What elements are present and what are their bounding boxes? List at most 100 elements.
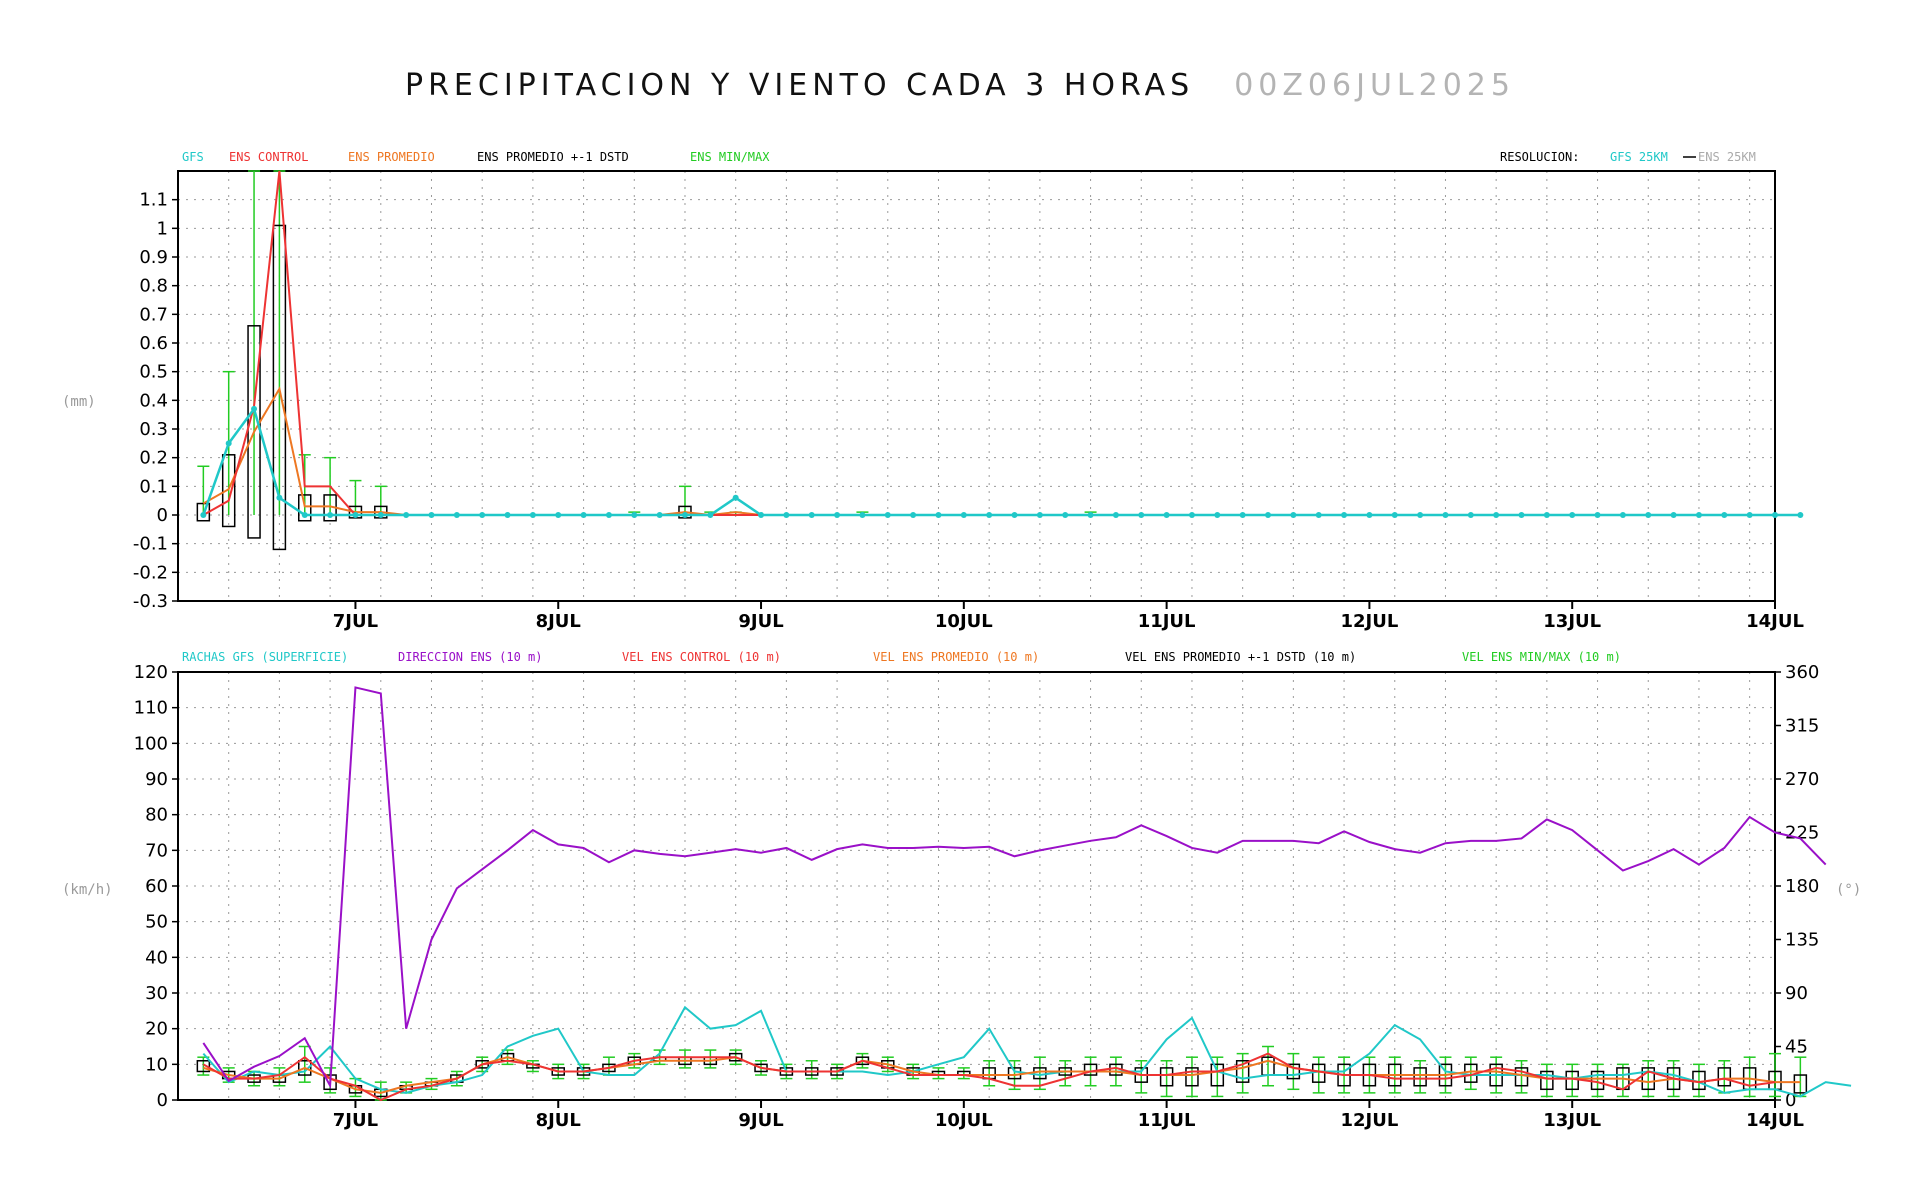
gfs-point bbox=[1163, 512, 1170, 518]
bottom-legend: RACHAS GFS (SUPERFICIE) DIRECCION ENS (1… bbox=[182, 650, 1621, 664]
gfs-point bbox=[1493, 512, 1500, 518]
y2-tick-label: 0 bbox=[1785, 1090, 1796, 1111]
gfs-point bbox=[986, 512, 993, 518]
y2-tick-label: 90 bbox=[1785, 983, 1808, 1004]
gfs-point bbox=[656, 512, 663, 518]
wind-unit-label: (km/h) bbox=[62, 882, 113, 898]
y-tick-label: 0.6 bbox=[139, 333, 168, 354]
legend-vel-promedio: VEL ENS PROMEDIO (10 m) bbox=[873, 650, 1039, 664]
gfs-point bbox=[403, 512, 410, 518]
gfs-point bbox=[935, 512, 942, 518]
gfs-point bbox=[1746, 512, 1753, 518]
plot-frame bbox=[177, 170, 1776, 602]
gfs-point bbox=[758, 512, 765, 518]
y-tick-label: 0.5 bbox=[139, 362, 168, 383]
gfs-point bbox=[681, 512, 688, 518]
precip-unit-label: (mm) bbox=[62, 394, 96, 410]
gfs-point bbox=[910, 512, 917, 518]
vel-promedio-line bbox=[203, 1056, 1801, 1094]
vel-control-line bbox=[202, 1052, 1776, 1102]
gfs-point bbox=[1543, 512, 1550, 518]
x-tick-label: 8JUL bbox=[536, 1110, 581, 1131]
gfs-point bbox=[1442, 512, 1449, 518]
y2-tick-label: 135 bbox=[1785, 930, 1819, 951]
gfs-point bbox=[808, 512, 815, 518]
y2-tick-label: 45 bbox=[1785, 1037, 1808, 1058]
y-tick-label: 20 bbox=[145, 1019, 168, 1040]
gfs-point bbox=[1467, 512, 1474, 518]
y-tick-label: 0 bbox=[157, 1090, 168, 1111]
gfs-point bbox=[1695, 512, 1702, 518]
gfs-point bbox=[1036, 512, 1043, 518]
y-tick-label: -0.3 bbox=[133, 591, 168, 612]
y-tick-label: 110 bbox=[134, 698, 168, 719]
std-box bbox=[272, 224, 287, 551]
gfs-point bbox=[1011, 512, 1018, 518]
plot-frame bbox=[177, 671, 1776, 1101]
legend-gfs: GFS bbox=[182, 150, 204, 164]
y-tick-label: 90 bbox=[145, 769, 168, 790]
y2-tick-label: 270 bbox=[1785, 769, 1819, 790]
gfs-point bbox=[1391, 512, 1398, 518]
gfs-point bbox=[1214, 512, 1221, 518]
legend-vel-minmax: VEL ENS MIN/MAX (10 m) bbox=[1462, 650, 1621, 664]
gfs-point bbox=[1518, 512, 1525, 518]
gfs-point bbox=[1112, 512, 1119, 518]
title-text: PRECIPITACION Y VIENTO CADA 3 HORAS bbox=[405, 68, 1195, 103]
gfs-point bbox=[1341, 512, 1348, 518]
gfs-point bbox=[1188, 512, 1195, 518]
std-box bbox=[221, 454, 236, 528]
promedio-line bbox=[202, 386, 1801, 517]
run-date: 00Z06JUL2025 bbox=[1234, 68, 1515, 103]
legend-direction: DIRECCION ENS (10 m) bbox=[398, 650, 543, 664]
gfs-point bbox=[1594, 512, 1601, 518]
chart-title: PRECIPITACION Y VIENTO CADA 3 HORAS 00Z06… bbox=[0, 68, 1920, 103]
gfs-point bbox=[1239, 512, 1246, 518]
x-tick-label: 12JUL bbox=[1340, 611, 1398, 632]
x-tick-label: 10JUL bbox=[935, 1110, 993, 1131]
gfs-point bbox=[225, 440, 232, 447]
y-tick-label: 0.4 bbox=[139, 390, 168, 411]
y-tick-label: -0.2 bbox=[133, 562, 168, 583]
std-box bbox=[297, 494, 312, 522]
y-tick-label: 100 bbox=[134, 733, 168, 754]
x-tick-label: 14JUL bbox=[1746, 1110, 1804, 1131]
gfs-point bbox=[529, 512, 536, 518]
std-box bbox=[297, 1060, 312, 1076]
gfs-point bbox=[732, 494, 739, 501]
gfs-point bbox=[1138, 512, 1145, 518]
gfs-point bbox=[453, 512, 460, 518]
y-tick-label: 80 bbox=[145, 805, 168, 826]
y2-tick-label: 225 bbox=[1785, 823, 1819, 844]
y-tick-label: 0.2 bbox=[139, 448, 168, 469]
x-tick-label: 11JUL bbox=[1138, 611, 1196, 632]
gfs-point bbox=[200, 512, 207, 518]
std-box bbox=[1717, 1067, 1732, 1087]
direction-unit-label: (°) bbox=[1836, 882, 1861, 898]
std-box bbox=[1235, 1060, 1250, 1083]
std-box bbox=[1210, 1063, 1225, 1087]
std-box bbox=[1159, 1067, 1174, 1087]
legend-control: ENS CONTROL bbox=[229, 150, 308, 164]
legend-minmax: ENS MIN/MAX bbox=[690, 150, 770, 164]
gfs-point bbox=[276, 494, 283, 501]
gfs-point bbox=[859, 512, 866, 518]
y-tick-label: 0.8 bbox=[139, 276, 168, 297]
legend-promedio: ENS PROMEDIO bbox=[348, 150, 435, 164]
gfs-point bbox=[960, 512, 967, 518]
gfs-point bbox=[1619, 512, 1626, 518]
std-box bbox=[1793, 1074, 1808, 1094]
x-tick-label: 14JUL bbox=[1746, 611, 1804, 632]
wind-panel: 0 10 20 30 40 50 60 70 80 90 100 110 120 0 45 90 135 180 2… bbox=[134, 662, 1852, 1131]
y-tick-label: 10 bbox=[145, 1054, 168, 1075]
legend-vel-control: VEL ENS CONTROL (10 m) bbox=[622, 650, 781, 664]
legend-std: ENS PROMEDIO +-1 DSTD bbox=[477, 150, 629, 164]
legend-vel-std: VEL ENS PROMEDIO +-1 DSTD (10 m) bbox=[1125, 650, 1356, 664]
y-tick-label: -0.1 bbox=[133, 534, 168, 555]
gfs-point bbox=[1315, 512, 1322, 518]
precip-panel: -0.3 -0.2 -0.1 0 0.1 0.2 0.3 0.4 0.5 0.6 0.7 0.8 0.9… bbox=[133, 170, 1804, 632]
std-box bbox=[1413, 1067, 1427, 1087]
x-tick-label: 7JUL bbox=[333, 611, 378, 632]
gfs-point bbox=[1265, 512, 1272, 518]
